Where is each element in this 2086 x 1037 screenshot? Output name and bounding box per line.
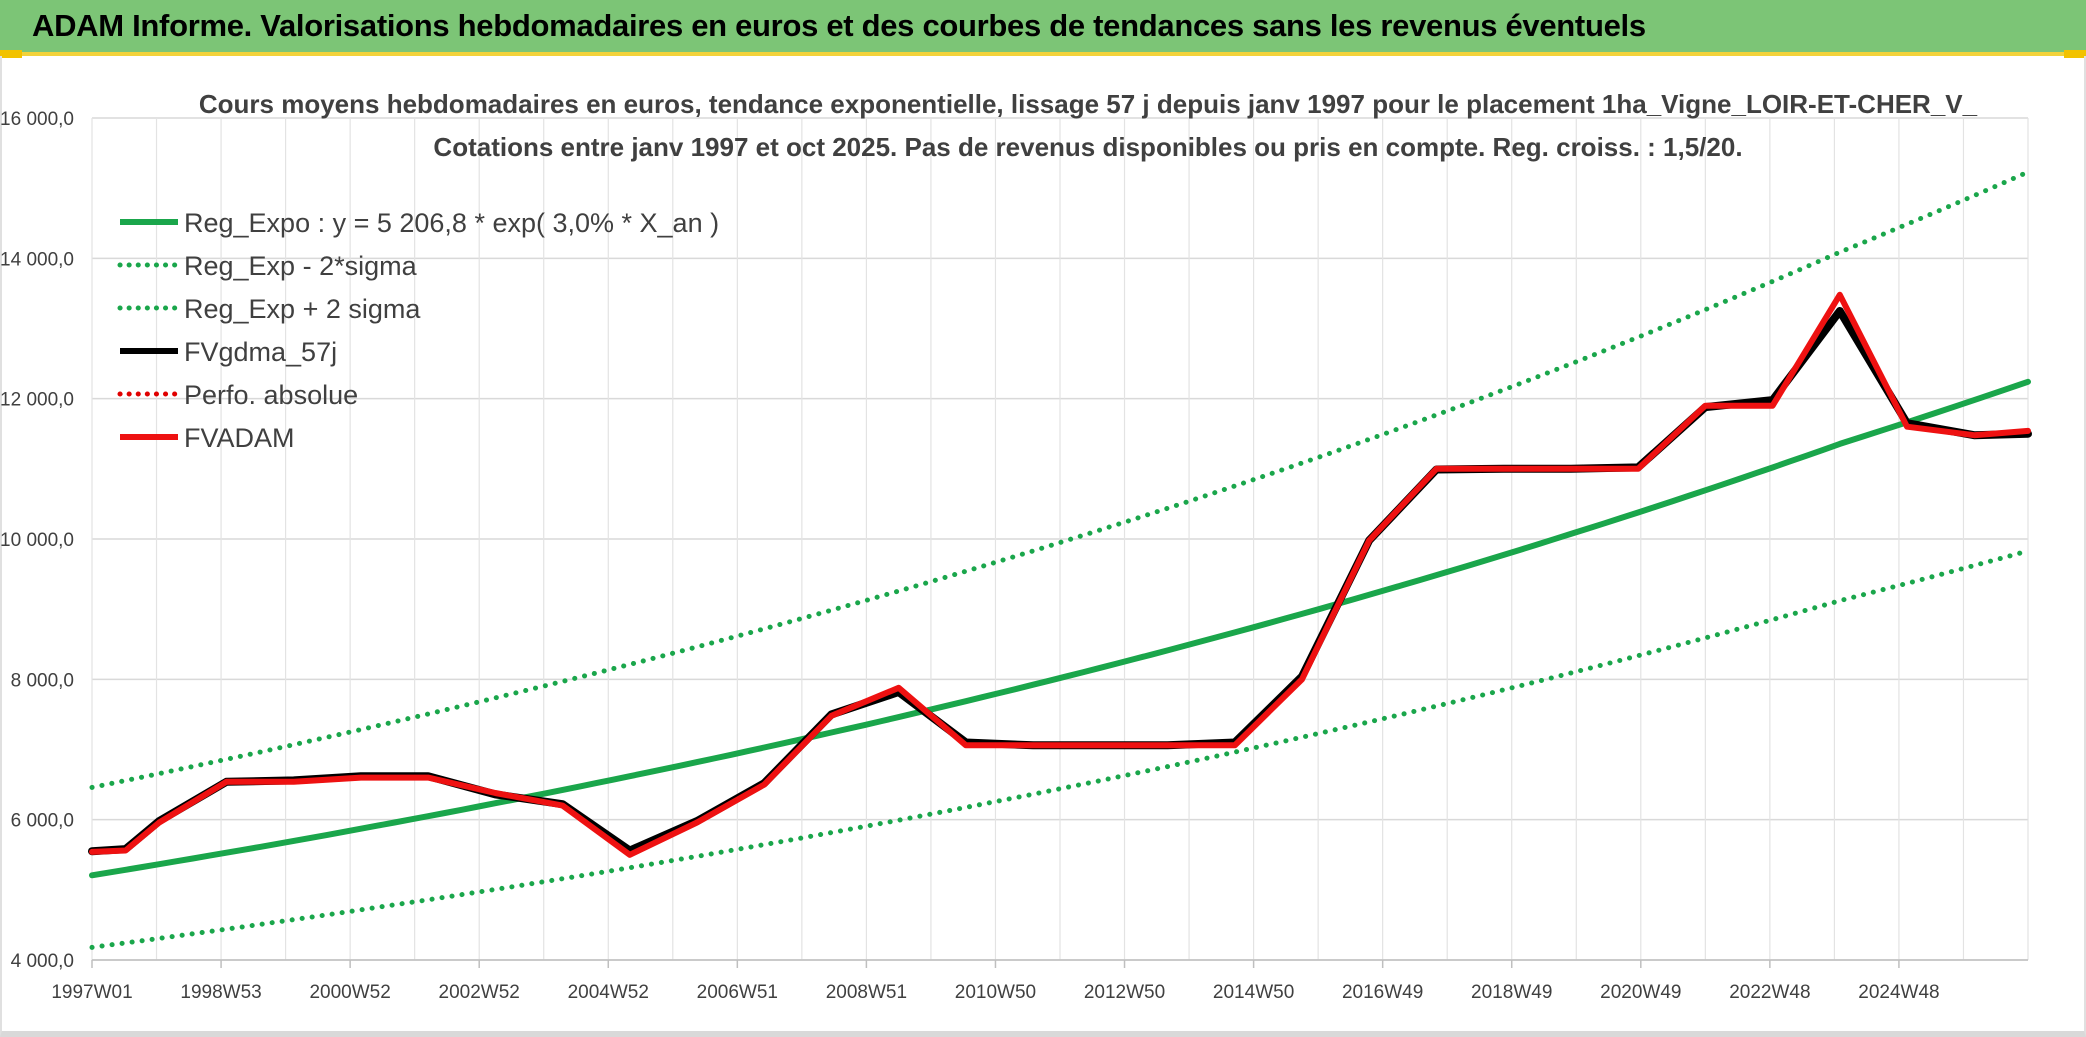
series-line-1 xyxy=(89,548,2031,950)
x-tick-label: 2004W52 xyxy=(568,982,649,1003)
series-line-0 xyxy=(89,378,2031,879)
legend: Reg_Expo : y = 5 206,8 * exp( 3,0% * X_a… xyxy=(117,208,719,453)
x-tick-label: 2024W48 xyxy=(1858,982,1939,1003)
y-tick-label: 8 000,0 xyxy=(11,670,74,691)
x-tick-label: 2016W49 xyxy=(1342,982,1423,1003)
x-tick-label: 2002W52 xyxy=(439,982,520,1003)
chart-frame xyxy=(0,56,2086,1037)
chart-subtitle: Cotations entre janv 1997 et oct 2025. P… xyxy=(433,132,1742,162)
y-tick-label: 14 000,0 xyxy=(0,249,74,270)
y-tick-label: 12 000,0 xyxy=(0,390,74,411)
y-tick-label: 4 000,0 xyxy=(11,951,74,972)
report-banner: ADAM Informe. Valorisations hebdomadaire… xyxy=(0,0,2086,56)
legend-label-4: Perfo. absolue xyxy=(184,380,358,410)
grid xyxy=(91,117,2029,961)
x-tick-label: 1997W01 xyxy=(51,982,132,1003)
x-tick-label: 2022W48 xyxy=(1729,982,1810,1003)
x-tick-label: 2018W49 xyxy=(1471,982,1552,1003)
legend-label-0: Reg_Expo : y = 5 206,8 * exp( 3,0% * X_a… xyxy=(184,208,719,238)
y-tick-label: 10 000,0 xyxy=(0,530,74,551)
x-tick-label: 2000W52 xyxy=(309,982,390,1003)
legend-label-5: FVADAM xyxy=(184,423,295,453)
legend-label-2: Reg_Exp + 2 sigma xyxy=(184,294,421,324)
x-tick-label: 1998W53 xyxy=(180,982,261,1003)
corner-mark-left xyxy=(0,50,22,58)
x-tick-label: 2010W50 xyxy=(955,982,1036,1003)
axes: 4 000,0 6 000,0 8 000,0 10 000,0 12 000,0 14 … xyxy=(0,109,2028,1003)
y-tick-label: 16 000,0 xyxy=(0,109,74,130)
y-tick-label: 6 000,0 xyxy=(11,811,74,832)
x-tick-label: 2006W51 xyxy=(697,982,778,1003)
legend-label-1: Reg_Exp - 2*sigma xyxy=(184,251,418,281)
x-tick-label: 2008W51 xyxy=(826,982,907,1003)
series xyxy=(88,169,2032,950)
report-title: ADAM Informe. Valorisations hebdomadaire… xyxy=(32,8,1646,43)
series-line-2 xyxy=(89,169,2031,790)
x-tick-label: 2012W50 xyxy=(1084,982,1165,1003)
chart-title: Cours moyens hebdomadaires en euros, ten… xyxy=(199,89,1978,119)
series-line-5 xyxy=(89,291,2031,858)
corner-mark-right xyxy=(2064,50,2086,58)
x-tick-label: 2020W49 xyxy=(1600,982,1681,1003)
x-tick-label: 2014W50 xyxy=(1213,982,1294,1003)
legend-label-3: FVgdma_57j xyxy=(184,337,337,367)
